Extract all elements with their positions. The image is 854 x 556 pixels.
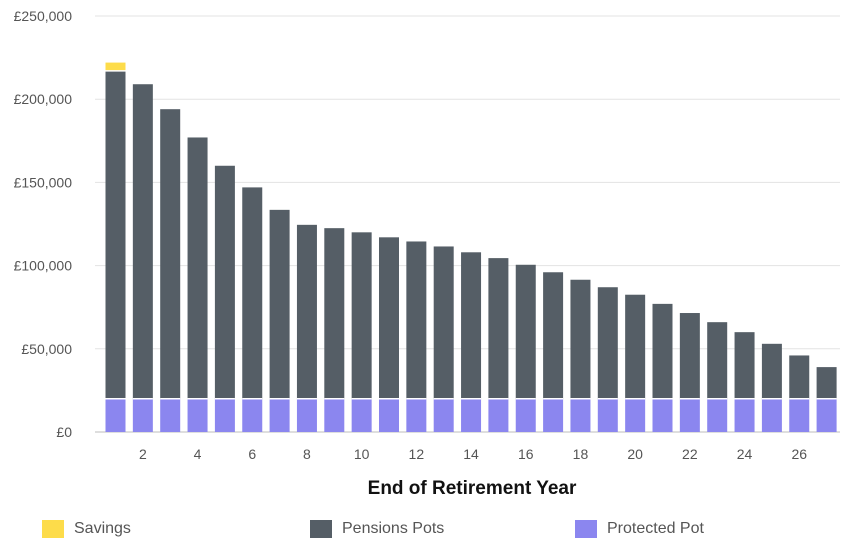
bar-protected-pot[interactable] xyxy=(433,398,454,432)
bar-pensions-pots[interactable] xyxy=(734,332,755,399)
legend: Savings Pensions Pots Protected Pot xyxy=(0,520,854,552)
legend-swatch-protected-pot xyxy=(575,520,597,538)
bar-protected-pot[interactable] xyxy=(543,398,564,432)
bar-pensions-pots[interactable] xyxy=(625,294,646,399)
x-tick-label: 10 xyxy=(354,446,370,462)
bar-pensions-pots[interactable] xyxy=(187,137,208,399)
bar-protected-pot[interactable] xyxy=(269,398,290,432)
x-tick-label: 14 xyxy=(463,446,479,462)
y-tick-label: £200,000 xyxy=(14,91,73,107)
bar-pensions-pots[interactable] xyxy=(816,367,837,399)
legend-item-protected-pot[interactable]: Protected Pot xyxy=(575,520,704,538)
bar-pensions-pots[interactable] xyxy=(461,252,482,399)
bar-pensions-pots[interactable] xyxy=(242,187,263,399)
stacked-bar-chart: £0 £50,000 £100,000 £150,000 £200,000 £250,00… xyxy=(14,8,840,499)
bar-pensions-pots[interactable] xyxy=(406,241,427,399)
bar-protected-pot[interactable] xyxy=(379,398,399,432)
bar-pensions-pots[interactable] xyxy=(761,343,782,399)
x-tick-label: 26 xyxy=(791,446,807,462)
bar-protected-pot[interactable] xyxy=(242,398,263,432)
bar-protected-pot[interactable] xyxy=(734,398,755,432)
bar-protected-pot[interactable] xyxy=(679,398,700,432)
bar-pensions-pots[interactable] xyxy=(488,258,509,399)
y-tick-label: £100,000 xyxy=(14,258,73,274)
y-tick-label: £250,000 xyxy=(14,8,73,24)
x-tick-label: 12 xyxy=(409,446,425,462)
bar-protected-pot[interactable] xyxy=(488,398,509,432)
bar-pensions-pots[interactable] xyxy=(679,313,700,399)
bar-pensions-pots[interactable] xyxy=(105,70,126,399)
bar-protected-pot[interactable] xyxy=(187,398,208,432)
bar-protected-pot[interactable] xyxy=(625,398,646,432)
x-tick-label: 4 xyxy=(194,446,202,462)
x-axis-ticks: 2 4 6 8 10 12 14 16 18 20 22 24 26 xyxy=(139,446,807,462)
bar-pensions-pots[interactable] xyxy=(515,264,536,399)
bar-pensions-pots[interactable] xyxy=(296,224,317,399)
bar-protected-pot[interactable] xyxy=(351,398,372,432)
y-tick-label: £150,000 xyxy=(14,174,73,190)
x-tick-label: 20 xyxy=(627,446,643,462)
x-tick-label: 22 xyxy=(682,446,698,462)
bar-protected-pot[interactable] xyxy=(160,398,181,432)
bar-pensions-pots[interactable] xyxy=(543,272,564,399)
legend-label-savings: Savings xyxy=(74,520,131,537)
bar-protected-pot[interactable] xyxy=(214,398,235,432)
legend-item-pensions-pots[interactable]: Pensions Pots xyxy=(310,520,444,538)
x-tick-label: 8 xyxy=(303,446,311,462)
bar-pensions-pots[interactable] xyxy=(214,165,235,399)
bar-pensions-pots[interactable] xyxy=(707,322,728,399)
bar-protected-pot[interactable] xyxy=(652,398,673,432)
legend-item-savings[interactable]: Savings xyxy=(42,520,131,538)
bar-pensions-pots[interactable] xyxy=(132,84,153,399)
legend-label-pensions-pots: Pensions Pots xyxy=(342,520,445,537)
bar-pensions-pots[interactable] xyxy=(570,279,591,399)
x-axis-title: End of Retirement Year xyxy=(368,478,577,499)
bar-pensions-pots[interactable] xyxy=(160,109,181,399)
bar-protected-pot[interactable] xyxy=(296,398,317,432)
bar-pensions-pots[interactable] xyxy=(597,287,618,399)
bar-protected-pot[interactable] xyxy=(816,398,837,432)
y-axis-ticks: £0 £50,000 £100,000 £150,000 £200,000 £250,00… xyxy=(14,8,73,440)
bar-pensions-pots[interactable] xyxy=(379,237,399,399)
bars xyxy=(105,62,837,432)
bar-pensions-pots[interactable] xyxy=(433,246,454,399)
bar-protected-pot[interactable] xyxy=(707,398,728,432)
bar-protected-pot[interactable] xyxy=(789,398,810,432)
bar-protected-pot[interactable] xyxy=(324,398,345,432)
bar-pensions-pots[interactable] xyxy=(789,355,810,399)
bar-protected-pot[interactable] xyxy=(461,398,482,432)
bar-pensions-pots[interactable] xyxy=(351,232,372,399)
bar-protected-pot[interactable] xyxy=(570,398,591,432)
bar-protected-pot[interactable] xyxy=(761,398,782,432)
legend-swatch-pensions-pots xyxy=(310,520,332,538)
x-tick-label: 6 xyxy=(248,446,256,462)
bar-pensions-pots[interactable] xyxy=(324,228,345,399)
legend-swatch-savings xyxy=(42,520,64,538)
bar-savings[interactable] xyxy=(105,62,126,71)
y-tick-label: £0 xyxy=(56,424,72,440)
bar-pensions-pots[interactable] xyxy=(652,303,673,399)
bar-protected-pot[interactable] xyxy=(406,398,427,432)
bar-protected-pot[interactable] xyxy=(515,398,536,432)
x-tick-label: 2 xyxy=(139,446,147,462)
legend-label-protected-pot: Protected Pot xyxy=(607,520,704,537)
bar-protected-pot[interactable] xyxy=(597,398,618,432)
x-tick-label: 24 xyxy=(737,446,753,462)
bar-protected-pot[interactable] xyxy=(105,398,126,432)
x-tick-label: 16 xyxy=(518,446,534,462)
bar-pensions-pots[interactable] xyxy=(269,209,290,399)
bar-protected-pot[interactable] xyxy=(132,398,153,432)
x-tick-label: 18 xyxy=(573,446,589,462)
y-tick-label: £50,000 xyxy=(21,341,72,357)
